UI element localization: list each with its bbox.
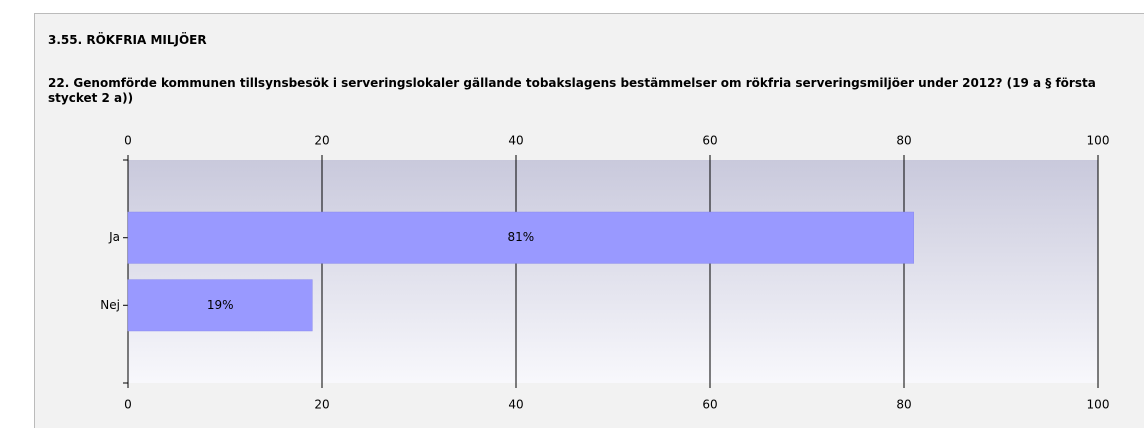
data-label: 19%: [207, 298, 234, 312]
bar: [127, 211, 914, 264]
bar: [127, 279, 313, 332]
x-tick-label: 80: [896, 134, 911, 148]
y-tick-label: Nej: [100, 298, 120, 312]
x-tick-label: 20: [314, 134, 329, 148]
x-tick-label: 20: [314, 398, 329, 412]
x-tick-label: 60: [702, 134, 717, 148]
x-tick-label: 100: [1087, 398, 1110, 412]
x-tick-label: 80: [896, 398, 911, 412]
y-tick-label: Ja: [108, 230, 120, 244]
plot-area: [128, 160, 1098, 383]
question: 22. Genomförde kommunen tillsynsbesök i …: [48, 76, 1096, 105]
x-tick-label: 40: [508, 134, 523, 148]
x-tick-label: 100: [1087, 134, 1110, 148]
section-title: 3.55. RÖKFRIA MILJÖER: [48, 33, 207, 47]
x-tick-label: 60: [702, 398, 717, 412]
x-tick-label: 40: [508, 398, 523, 412]
x-tick-label: 0: [124, 134, 132, 148]
data-label: 81%: [508, 230, 535, 244]
x-tick-label: 0: [124, 398, 132, 412]
